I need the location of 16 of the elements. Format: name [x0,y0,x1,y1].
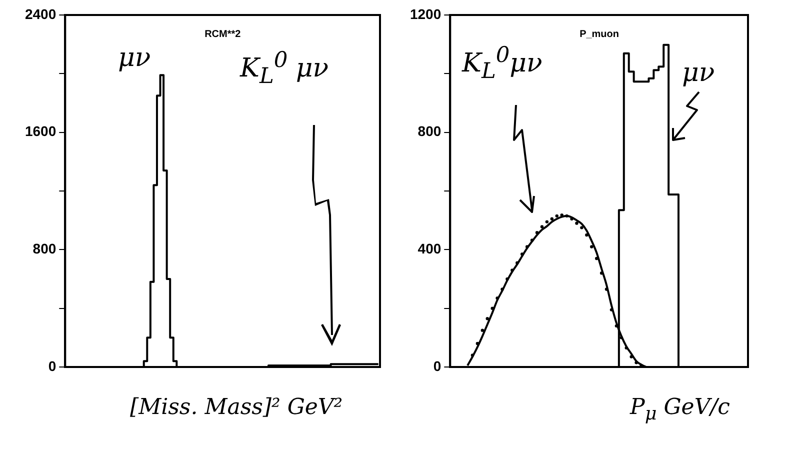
y-tick-label: 0 [433,358,442,374]
x-axis-title: P$_{μ}$ GeV/c [630,395,730,424]
y-tick-label: 1200 [410,6,442,22]
y-tick-label: 400 [418,240,442,257]
text: RCM**2 [204,29,241,40]
x-axis-title: [Miss. Mass]² GeV² [130,395,343,420]
annotation: μν [118,43,151,73]
y-tick-label: 1600 [24,123,56,140]
text: P_muon [580,29,620,40]
annotation: K$_{L}$$^{0}$μν [462,43,542,84]
annotation: μν [682,58,715,88]
annotation: K$_{L}$$^{0}$ μν [240,48,329,89]
y-tick-label: 800 [32,240,56,257]
y-tick-label: 2400 [24,6,56,22]
y-tick-label: 800 [418,123,442,140]
y-tick-label: 0 [48,358,56,374]
